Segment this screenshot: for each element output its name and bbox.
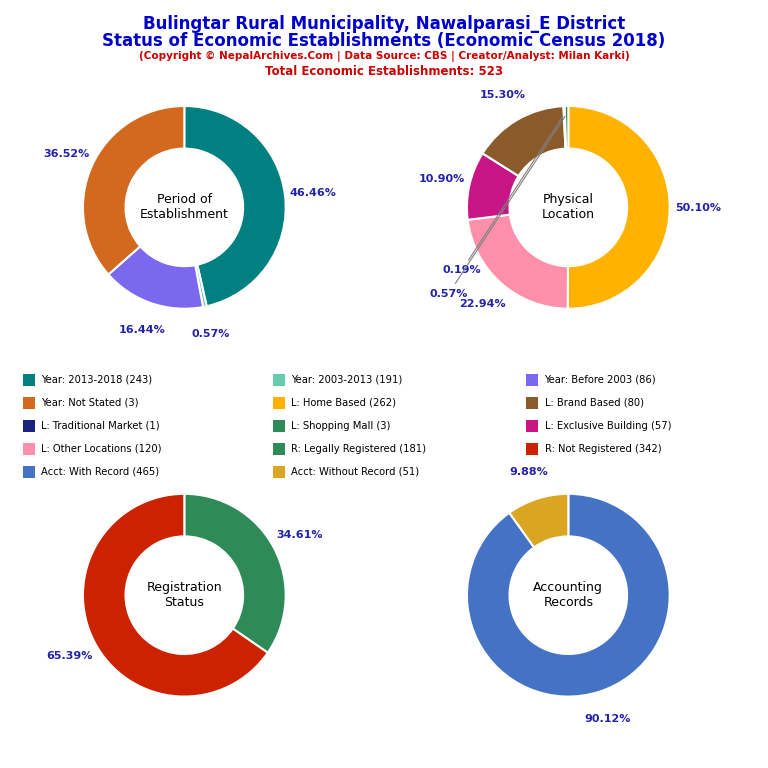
Text: Status of Economic Establishments (Economic Census 2018): Status of Economic Establishments (Econo… [102,32,666,50]
Text: Acct: Without Record (51): Acct: Without Record (51) [291,467,419,477]
Text: L: Other Locations (120): L: Other Locations (120) [41,444,162,454]
Text: L: Traditional Market (1): L: Traditional Market (1) [41,421,160,431]
Text: 46.46%: 46.46% [290,188,336,198]
Text: 0.57%: 0.57% [429,116,565,299]
Wedge shape [184,106,286,306]
Text: Physical
Location: Physical Location [541,194,595,221]
Text: 9.88%: 9.88% [509,467,548,477]
Wedge shape [83,494,268,697]
Text: 0.19%: 0.19% [442,116,563,275]
Text: 36.52%: 36.52% [43,149,89,159]
Wedge shape [568,106,670,309]
Wedge shape [468,214,568,309]
Text: Year: Before 2003 (86): Year: Before 2003 (86) [545,375,656,385]
Text: 90.12%: 90.12% [584,713,631,723]
Text: R: Not Registered (342): R: Not Registered (342) [545,444,661,454]
Text: 15.30%: 15.30% [480,91,526,101]
Wedge shape [482,106,565,176]
Text: 50.10%: 50.10% [675,203,721,213]
Text: Acct: With Record (465): Acct: With Record (465) [41,467,160,477]
Text: 22.94%: 22.94% [458,300,505,310]
Wedge shape [195,265,207,307]
Text: Period of
Establishment: Period of Establishment [140,194,229,221]
Wedge shape [83,106,184,274]
Text: 16.44%: 16.44% [119,325,166,335]
Text: Total Economic Establishments: 523: Total Economic Establishments: 523 [265,65,503,78]
Text: L: Exclusive Building (57): L: Exclusive Building (57) [545,421,671,431]
Text: R: Legally Registered (181): R: Legally Registered (181) [291,444,426,454]
Text: 65.39%: 65.39% [46,650,93,660]
Text: 34.61%: 34.61% [276,530,323,540]
Wedge shape [108,247,203,309]
Text: L: Brand Based (80): L: Brand Based (80) [545,398,644,408]
Wedge shape [509,494,568,548]
Wedge shape [467,494,670,697]
Text: (Copyright © NepalArchives.Com | Data Source: CBS | Creator/Analyst: Milan Karki: (Copyright © NepalArchives.Com | Data So… [139,51,629,61]
Text: 0.57%: 0.57% [191,329,230,339]
Text: Accounting
Records: Accounting Records [534,581,603,609]
Wedge shape [467,154,518,220]
Text: L: Home Based (262): L: Home Based (262) [291,398,396,408]
Text: Year: 2003-2013 (191): Year: 2003-2013 (191) [291,375,402,385]
Text: Year: 2013-2018 (243): Year: 2013-2018 (243) [41,375,153,385]
Text: Year: Not Stated (3): Year: Not Stated (3) [41,398,139,408]
Text: Registration
Status: Registration Status [147,581,222,609]
Text: 10.90%: 10.90% [419,174,465,184]
Wedge shape [564,106,568,148]
Wedge shape [564,106,566,149]
Text: Bulingtar Rural Municipality, Nawalparasi_E District: Bulingtar Rural Municipality, Nawalparas… [143,15,625,33]
Text: L: Shopping Mall (3): L: Shopping Mall (3) [291,421,390,431]
Wedge shape [184,494,286,653]
